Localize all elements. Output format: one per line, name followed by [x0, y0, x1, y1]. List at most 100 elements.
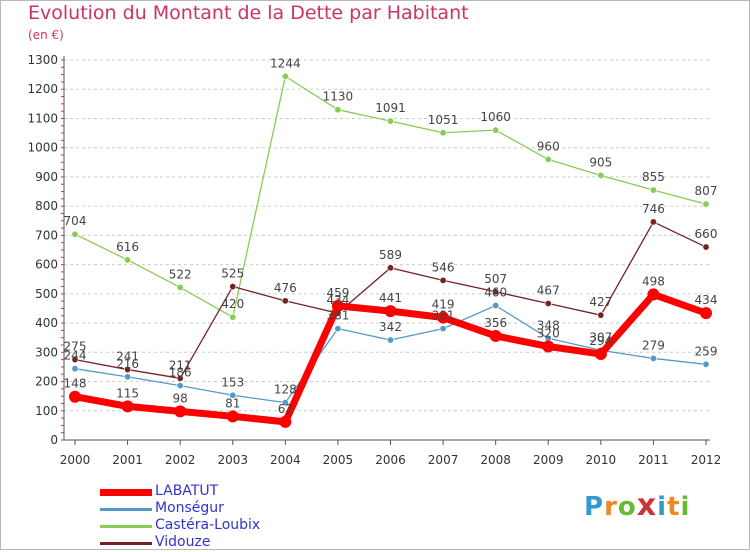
data-label: 419 — [432, 298, 455, 312]
y-tick-label: 300 — [35, 345, 58, 359]
y-tick-label: 400 — [35, 316, 58, 330]
data-label: 807 — [695, 184, 718, 198]
y-tick-label: 800 — [35, 199, 58, 213]
data-label: 216 — [116, 357, 139, 371]
legend-swatch-vidouze — [100, 542, 152, 545]
x-tick-label: 2010 — [586, 453, 617, 467]
data-point — [121, 400, 134, 413]
data-point — [124, 373, 132, 381]
data-label: 420 — [221, 297, 244, 311]
data-point — [226, 410, 239, 423]
data-label: 1060 — [480, 110, 511, 124]
proxiti-logo: Proxiti — [584, 488, 690, 523]
data-label: 476 — [274, 281, 297, 295]
data-point — [386, 336, 394, 344]
data-label: 148 — [64, 377, 87, 391]
y-tick-label: 200 — [35, 375, 58, 389]
data-point — [229, 313, 237, 321]
data-label: 459 — [326, 286, 349, 300]
x-tick-label: 2006 — [375, 453, 406, 467]
data-point — [439, 276, 447, 284]
data-point — [439, 325, 447, 333]
x-tick-label: 2000 — [60, 453, 91, 467]
data-point — [71, 230, 79, 238]
data-label: 460 — [484, 286, 507, 300]
data-point — [597, 311, 605, 319]
data-label: 427 — [589, 295, 612, 309]
x-tick-label: 2012 — [691, 453, 722, 467]
data-label: 467 — [537, 283, 560, 297]
data-label: 1051 — [428, 113, 459, 127]
data-label: 960 — [537, 139, 560, 153]
data-label: 115 — [116, 386, 139, 400]
data-label: 660 — [695, 227, 718, 241]
data-point — [649, 186, 657, 194]
data-label: 241 — [116, 350, 139, 364]
data-point — [489, 329, 502, 342]
data-point — [281, 72, 289, 80]
data-label: 434 — [326, 293, 349, 307]
data-label: 307 — [589, 330, 612, 344]
data-label: 441 — [379, 291, 402, 305]
x-tick-label: 2007 — [428, 453, 459, 467]
data-label: 1244 — [270, 56, 301, 70]
data-point — [492, 288, 500, 296]
data-point — [229, 391, 237, 399]
data-label: 905 — [589, 155, 612, 169]
data-label: 275 — [64, 340, 87, 354]
legend-label-labatut: LABATUT — [155, 483, 219, 499]
logo-letter: x — [636, 488, 658, 523]
data-point — [176, 283, 184, 291]
logo-letter: r — [604, 492, 618, 522]
data-label: 616 — [116, 240, 139, 254]
legend-swatch-labatut — [100, 489, 152, 496]
legend-swatch-monsegur — [100, 508, 152, 511]
data-point — [334, 106, 342, 114]
y-tick-label: 0 — [50, 433, 58, 447]
data-point — [281, 399, 289, 407]
data-label: 211 — [169, 358, 192, 372]
data-label: 153 — [221, 375, 244, 389]
y-tick-label: 500 — [35, 287, 58, 301]
data-label: 279 — [642, 338, 665, 352]
legend-label-monsegur: Monségur — [155, 500, 224, 516]
y-tick-label: 100 — [35, 404, 58, 418]
chart-subtitle: (en €) — [28, 28, 64, 42]
x-tick-label: 2004 — [270, 453, 301, 467]
data-label: 1091 — [375, 101, 406, 115]
x-tick-label: 2002 — [165, 453, 196, 467]
data-label: 259 — [695, 344, 718, 358]
data-point — [702, 243, 710, 251]
y-tick-label: 1100 — [27, 111, 58, 125]
data-point — [439, 129, 447, 137]
data-point — [174, 405, 187, 418]
data-point — [386, 117, 394, 125]
x-tick-label: 2005 — [323, 453, 354, 467]
data-label: 348 — [537, 318, 560, 332]
data-label: 320 — [537, 326, 560, 340]
data-label: 589 — [379, 248, 402, 262]
data-point — [702, 360, 710, 368]
data-point — [69, 390, 81, 403]
data-label: 381 — [326, 309, 349, 323]
data-point — [334, 325, 342, 333]
data-point — [229, 283, 237, 291]
data-point — [492, 302, 500, 310]
data-point — [176, 374, 184, 382]
data-point — [437, 311, 450, 324]
y-tick-label: 1000 — [27, 141, 58, 155]
data-label: 1130 — [323, 90, 354, 104]
data-point — [544, 155, 552, 163]
data-point — [384, 305, 397, 318]
data-point — [649, 218, 657, 226]
data-label: 186 — [169, 366, 192, 380]
data-point — [71, 356, 79, 364]
legend-label-castera-loubix: Castéra-Loubix — [155, 517, 261, 533]
data-point — [176, 382, 184, 390]
data-label: 746 — [642, 202, 665, 216]
y-tick-label: 600 — [35, 258, 58, 272]
x-tick-label: 2003 — [217, 453, 248, 467]
logo-letter: t — [667, 492, 681, 522]
